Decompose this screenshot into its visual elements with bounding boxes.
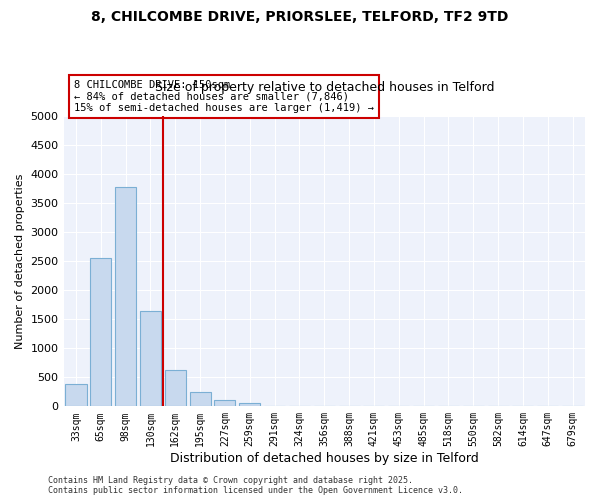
Bar — [90, 258, 112, 406]
Text: 8 CHILCOMBE DRIVE: 150sqm
← 84% of detached houses are smaller (7,846)
15% of se: 8 CHILCOMBE DRIVE: 150sqm ← 84% of detac… — [74, 80, 374, 113]
Text: 8, CHILCOMBE DRIVE, PRIORSLEE, TELFORD, TF2 9TD: 8, CHILCOMBE DRIVE, PRIORSLEE, TELFORD, … — [91, 10, 509, 24]
Bar — [190, 392, 211, 406]
Bar — [239, 403, 260, 406]
Bar — [115, 187, 136, 406]
Title: Size of property relative to detached houses in Telford: Size of property relative to detached ho… — [155, 81, 494, 94]
Y-axis label: Number of detached properties: Number of detached properties — [15, 174, 25, 349]
Text: Contains HM Land Registry data © Crown copyright and database right 2025.
Contai: Contains HM Land Registry data © Crown c… — [48, 476, 463, 495]
Bar — [140, 310, 161, 406]
Bar — [165, 370, 186, 406]
Bar — [65, 384, 86, 406]
Bar — [214, 400, 235, 406]
X-axis label: Distribution of detached houses by size in Telford: Distribution of detached houses by size … — [170, 452, 479, 465]
